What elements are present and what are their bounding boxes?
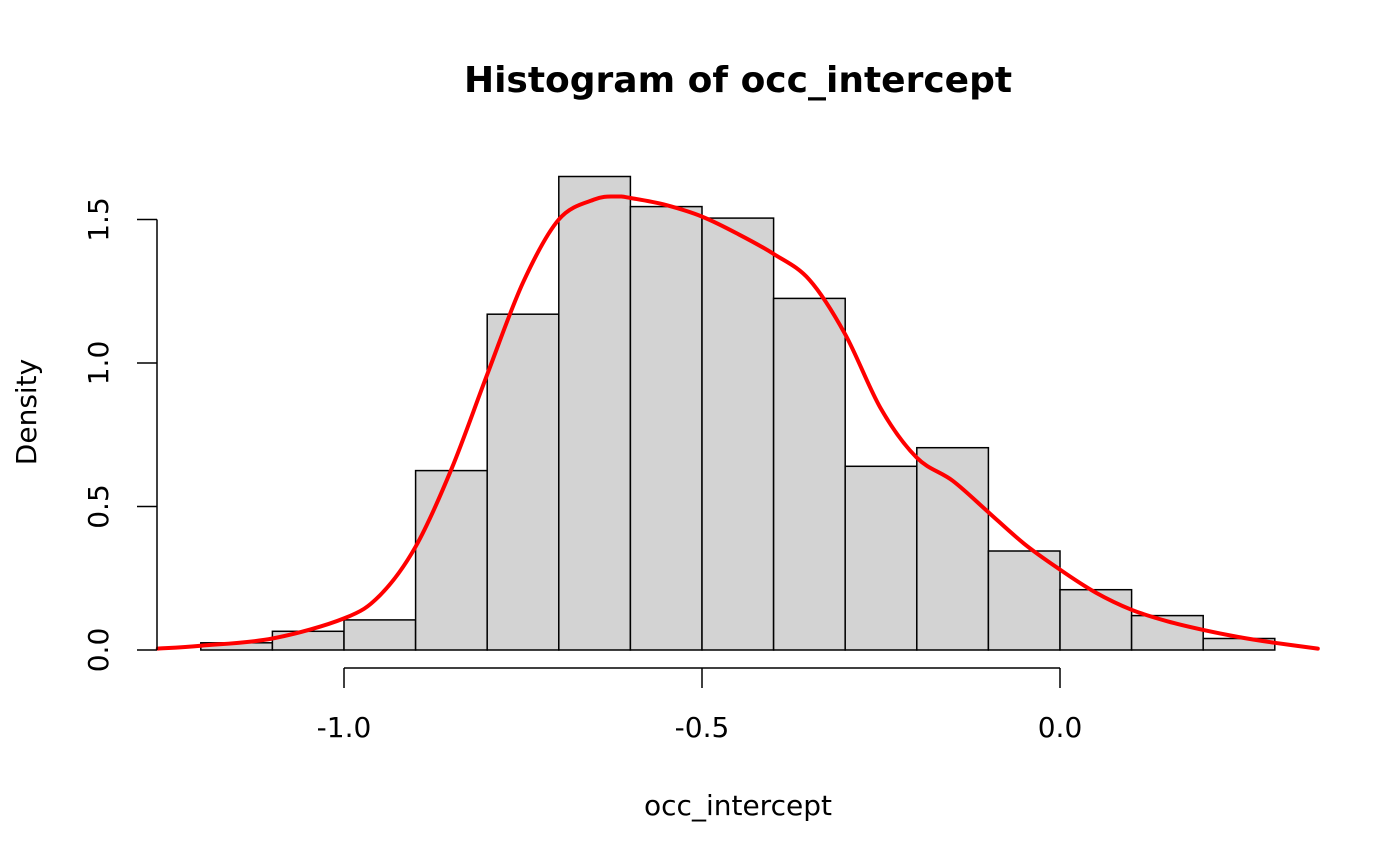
histogram-bar <box>558 175 632 651</box>
histogram-bar <box>701 217 775 651</box>
histogram-bar <box>1059 588 1133 651</box>
histogram-bar <box>414 469 488 651</box>
x-axis-label: occ_intercept <box>644 789 832 822</box>
histogram-bar <box>486 313 560 651</box>
bars-group <box>200 175 1276 651</box>
histogram-bar <box>271 630 345 651</box>
y-tick-label: 0.5 <box>82 484 115 529</box>
y-axis: 0.0 0.5 1.0 1.5 <box>82 197 158 673</box>
x-axis: -1.0 -0.5 0.0 <box>317 667 1083 744</box>
histogram-bar <box>987 550 1061 651</box>
x-tick-label: 0.0 <box>1038 711 1083 744</box>
x-tick-label: -0.5 <box>675 711 730 744</box>
y-tick-label: 1.5 <box>82 197 115 242</box>
y-tick-label: 0.0 <box>82 628 115 673</box>
histogram-bar <box>343 619 417 651</box>
histogram-bar <box>772 297 846 651</box>
histogram-bar <box>629 205 703 651</box>
chart-title: Histogram of occ_intercept <box>464 60 1012 101</box>
density-curve <box>155 194 1320 651</box>
y-axis-label: Density <box>10 359 43 465</box>
histogram-bar <box>916 446 990 651</box>
histogram-bar <box>1130 614 1204 651</box>
y-tick-label: 1.0 <box>82 341 115 386</box>
histogram-bar <box>844 465 918 651</box>
x-tick-label: -1.0 <box>317 711 372 744</box>
